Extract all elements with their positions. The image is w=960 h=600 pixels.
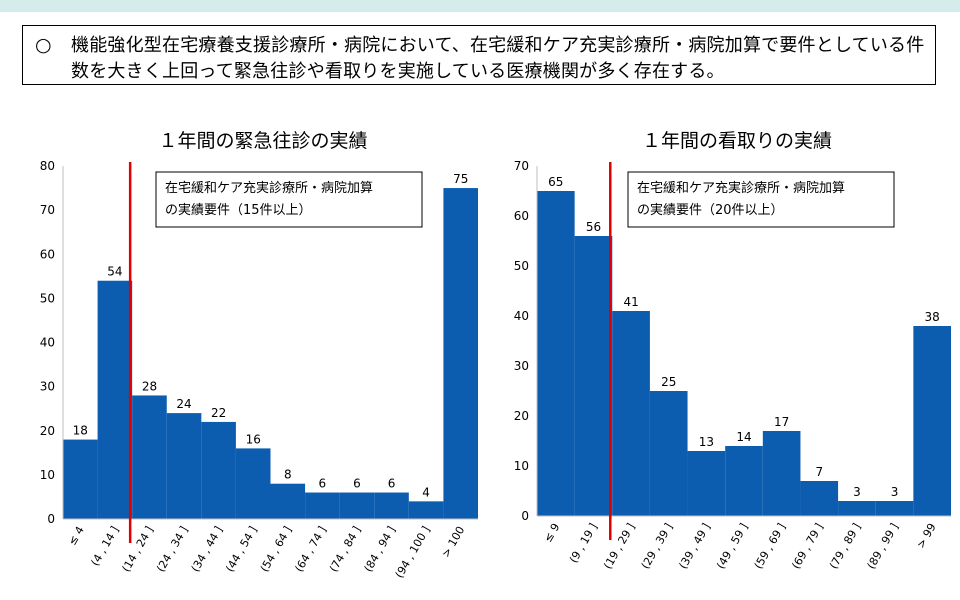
emergency-y-tick-label: 50	[40, 291, 55, 305]
emergency-data-label: 4	[422, 485, 430, 499]
emergency-y-tick-label: 20	[40, 424, 55, 438]
emergency-data-label: 75	[453, 172, 468, 186]
deathcare-bar	[574, 236, 613, 516]
deathcare-data-label: 56	[586, 220, 601, 234]
deathcare-y-tick-label: 60	[514, 209, 529, 223]
emergency-data-label: 54	[107, 265, 122, 279]
deathcare-category-label: (59 , 69 ]	[752, 521, 789, 571]
emergency-data-label: 22	[211, 406, 226, 420]
emergency-category-label: (4 , 14 ]	[88, 524, 121, 568]
emergency-category-label: (84 , 94 ]	[362, 524, 399, 574]
deathcare-bar	[649, 391, 688, 516]
emergency-data-label: 16	[246, 432, 261, 446]
emergency-annotation-text: の実績要件（15件以上）	[165, 202, 312, 218]
deathcare-y-tick-label: 0	[521, 509, 529, 523]
deathcare-data-label: 38	[925, 310, 940, 324]
deathcare-category-label: (19 , 29 ]	[601, 521, 638, 571]
emergency-category-label: (44 , 54 ]	[223, 524, 260, 574]
emergency-data-label: 6	[388, 477, 396, 491]
emergency-y-tick-label: 60	[40, 247, 55, 261]
deathcare-data-label: 41	[623, 295, 638, 309]
summary-bullet: ○	[35, 34, 52, 56]
deathcare-y-tick-label: 20	[514, 409, 529, 423]
deathcare-category-label: (49 , 59 ]	[714, 521, 751, 571]
deathcare-bar	[762, 431, 801, 516]
summary-box: ○ 機能強化型在宅療養支援診療所・病院において、在宅緩和ケア充実診療所・病院加算…	[22, 25, 936, 85]
emergency-bar	[166, 413, 202, 519]
emergency-y-tick-label: 80	[40, 159, 55, 173]
emergency-bar	[132, 395, 167, 519]
deathcare-data-label: 65	[548, 175, 563, 189]
emergency-y-tick-label: 10	[40, 468, 55, 482]
deathcare-data-label: 13	[699, 435, 714, 449]
emergency-data-label: 6	[353, 477, 361, 491]
deathcare-bar	[913, 326, 951, 516]
deathcare-y-tick-label: 40	[514, 309, 529, 323]
deathcare-annotation-text: 在宅緩和ケア充実診療所・病院加算	[637, 180, 845, 196]
emergency-category-label: > 100	[439, 524, 467, 560]
emergency-category-label: (54 , 64 ]	[258, 524, 295, 574]
emergency-annotation-text: 在宅緩和ケア充実診療所・病院加算	[165, 180, 373, 196]
deathcare-annotation-box	[627, 171, 895, 228]
emergency-data-label: 28	[142, 379, 157, 393]
deathcare-category-label: (9 , 19 ]	[567, 521, 600, 565]
emergency-category-label: (64 , 74 ]	[292, 524, 329, 574]
emergency-bar	[270, 483, 306, 519]
emergency-data-label: 6	[319, 477, 327, 491]
deathcare-data-label: 25	[661, 375, 676, 389]
deathcare-category-label: (39 , 49 ]	[676, 521, 713, 571]
emergency-bar	[63, 439, 98, 519]
emergency-bar	[201, 421, 236, 519]
deathcare-bar	[875, 501, 914, 516]
deathcare-annotation-text: の実績要件（20件以上）	[637, 202, 784, 218]
emergency-data-label: 8	[284, 468, 292, 482]
emergency-annotation-box	[155, 171, 423, 228]
deathcare-bar	[537, 191, 575, 516]
emergency-bar	[443, 188, 478, 519]
emergency-bar	[374, 492, 409, 519]
deathcare-data-label: 3	[853, 485, 861, 499]
deathcare-y-tick-label: 70	[514, 159, 529, 173]
emergency-category-label: (24 , 34 ]	[154, 524, 191, 574]
emergency-bar	[235, 448, 271, 519]
emergency-category-label: (74 , 84 ]	[327, 524, 364, 574]
deathcare-y-tick-label: 50	[514, 259, 529, 273]
emergency-y-tick-label: 0	[47, 512, 55, 526]
deathcare-bar	[838, 501, 876, 516]
emergency-bar	[305, 492, 340, 519]
deathcare-chart-title: １年間の看取りの実績	[642, 130, 832, 152]
deathcare-bar	[687, 451, 726, 516]
emergency-data-label: 24	[176, 397, 191, 411]
deathcare-bar	[800, 481, 839, 516]
deathcare-category-label: > 99	[914, 521, 939, 551]
emergency-bar	[339, 492, 375, 519]
deathcare-category-label: (69 , 79 ]	[789, 521, 826, 571]
emergency-category-label: (14 , 24 ]	[120, 524, 157, 574]
deathcare-category-label: (29 , 39 ]	[639, 521, 676, 571]
emergency-y-tick-label: 40	[40, 336, 55, 350]
emergency-category-label: ≤ 4	[66, 524, 87, 548]
emergency-bar	[97, 280, 133, 519]
emergency-category-label: (94 , 100 ]	[393, 524, 433, 580]
emergency-category-label: (34 , 44 ]	[189, 524, 226, 574]
emergency-y-tick-label: 30	[40, 380, 55, 394]
deathcare-data-label: 3	[891, 485, 899, 499]
deathcare-y-tick-label: 30	[514, 359, 529, 373]
deathcare-data-label: 17	[774, 415, 789, 429]
emergency-data-label: 18	[73, 424, 88, 438]
deathcare-data-label: 14	[736, 430, 751, 444]
summary-text: 機能強化型在宅療養支援診療所・病院において、在宅緩和ケア充実診療所・病院加算で要…	[71, 35, 925, 82]
deathcare-category-label: (79 , 89 ]	[827, 521, 864, 571]
deathcare-category-label: (89 , 99 ]	[865, 521, 902, 571]
deathcare-bar	[725, 446, 763, 516]
emergency-chart-title: １年間の緊急往診の実績	[158, 130, 367, 152]
emergency-y-tick-label: 70	[40, 203, 55, 217]
emergency-bar	[408, 501, 444, 519]
deathcare-y-tick-label: 10	[514, 459, 529, 473]
top-accent-band	[0, 0, 960, 12]
deathcare-bar	[612, 311, 650, 516]
deathcare-category-label: ≤ 9	[541, 521, 562, 545]
deathcare-data-label: 7	[815, 465, 823, 479]
